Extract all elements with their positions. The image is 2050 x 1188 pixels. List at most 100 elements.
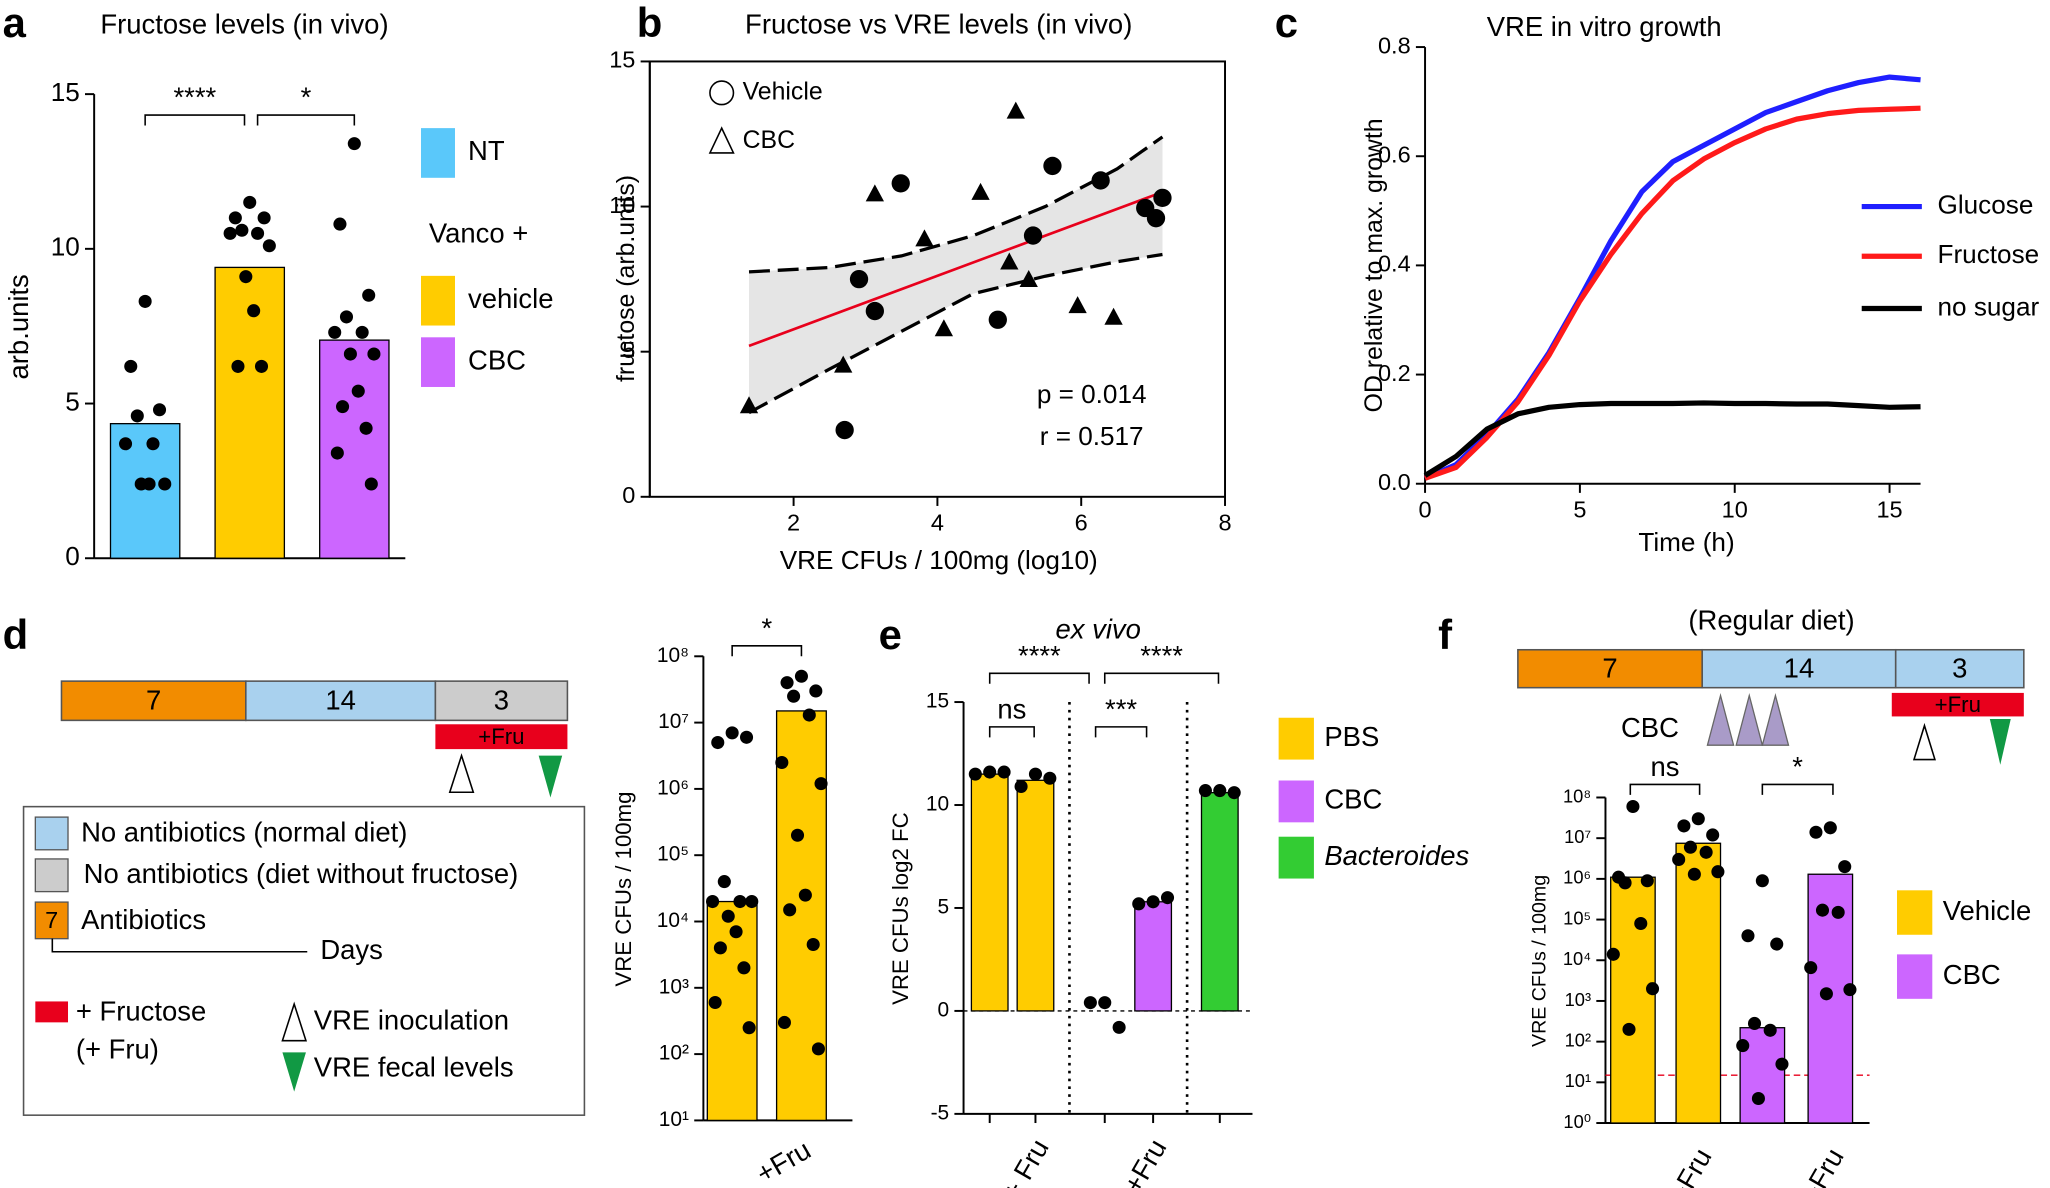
inoculation-marker	[1912, 722, 1936, 761]
data-point	[351, 384, 365, 398]
data-point	[1747, 1016, 1762, 1030]
data-point	[235, 223, 249, 237]
data-point	[1843, 983, 1857, 997]
data-point	[739, 730, 754, 744]
data-point	[1043, 156, 1062, 176]
data-point	[809, 684, 823, 698]
x-tick-label: +Fru	[751, 1134, 816, 1188]
legend-swatch	[1278, 780, 1314, 823]
timeline-label: 7	[1602, 652, 1617, 683]
bar	[319, 339, 390, 559]
data-point	[1132, 897, 1146, 911]
data-point	[1098, 996, 1112, 1010]
x-axis-label: Time (h)	[1638, 527, 1734, 557]
data-point	[794, 669, 808, 683]
legend-swatch	[1897, 890, 1933, 935]
data-point	[130, 409, 144, 423]
x-tick-label: + Fru	[996, 1134, 1055, 1188]
data-point	[775, 755, 789, 770]
data-point	[1706, 828, 1720, 842]
data-point	[1019, 269, 1038, 287]
data-point	[1626, 799, 1640, 814]
data-point	[1815, 903, 1830, 917]
legend-swatch	[420, 337, 455, 387]
data-point	[1146, 209, 1166, 228]
legend-label: NT	[468, 135, 505, 166]
timeline-title: (Regular diet)	[1688, 605, 1854, 636]
data-point	[814, 777, 828, 791]
x-tick-label: 5	[1573, 496, 1586, 522]
x-tick-label: +Fru	[1117, 1134, 1172, 1188]
fructose-bar	[435, 724, 568, 750]
key-label: No antibiotics (diet without fructose)	[84, 858, 519, 889]
y-tick-label: 5	[622, 337, 635, 363]
data-point	[1023, 226, 1043, 245]
fructose-label: +Fru	[1935, 692, 1981, 717]
legend-swatch	[420, 128, 455, 178]
data-point	[247, 304, 261, 318]
legend-label: CBC	[468, 344, 526, 375]
data-point	[142, 477, 156, 491]
data-point	[1755, 874, 1769, 888]
data-point	[1227, 786, 1241, 800]
y-tick-label: 10	[609, 192, 635, 218]
data-point	[328, 325, 342, 339]
data-point	[802, 708, 816, 722]
data-point	[1068, 296, 1087, 314]
x-axis-label: VRE CFUs / 100mg (log10)	[780, 545, 1098, 575]
significance-label: ****	[173, 82, 216, 113]
data-point	[1634, 916, 1648, 931]
key-swatch	[35, 1001, 69, 1023]
inoculation-marker	[448, 753, 475, 794]
data-point	[1153, 188, 1172, 208]
y-tick-label: 0	[622, 482, 635, 508]
key-swatch-label: 7	[45, 907, 58, 933]
x-tick-label: 6	[1075, 509, 1088, 535]
data-point	[1000, 252, 1019, 270]
data-point	[251, 226, 265, 240]
chart-title: VRE in vitro growth	[1487, 11, 1722, 42]
data-point	[152, 403, 167, 417]
data-point	[706, 895, 720, 909]
panel-letter: b	[637, 0, 663, 46]
y-tick-label: 10⁸	[657, 644, 689, 667]
data-point	[806, 937, 820, 952]
data-point	[971, 182, 990, 200]
y-tick-label: 10⁶	[657, 776, 689, 799]
y-tick-label: 0.0	[1378, 469, 1411, 495]
legend-label: Fructose	[1938, 239, 2040, 269]
significance-bracket	[1629, 783, 1701, 795]
y-tick-label: 10³	[659, 975, 689, 998]
key-box	[22, 805, 586, 1116]
data-point	[1763, 1023, 1777, 1037]
data-point	[798, 888, 812, 902]
panel-letter: e	[879, 611, 902, 658]
data-point	[1691, 812, 1705, 826]
fructose-bar	[1891, 692, 2024, 717]
x-tick-label: +Fru	[1794, 1143, 1849, 1188]
y-tick-label: 10¹	[1565, 1070, 1591, 1091]
data-point	[243, 195, 257, 209]
chart-title: Fructose levels (in vivo)	[100, 8, 388, 39]
significance-bracket	[988, 672, 1090, 684]
data-point	[717, 875, 731, 889]
legend-swatch	[1278, 836, 1314, 879]
x-tick-label: 0	[1419, 496, 1432, 522]
y-tick-label: 10⁵	[657, 843, 689, 866]
data-point	[968, 767, 982, 781]
significance-bracket	[1094, 726, 1148, 738]
y-axis-label: fructose (arb.units)	[613, 175, 640, 382]
data-point	[1640, 874, 1654, 888]
data-point	[364, 477, 378, 491]
annotation: p = 0.014	[1037, 379, 1147, 409]
data-point	[118, 437, 133, 451]
data-point	[367, 347, 381, 361]
y-tick-label: 10⁵	[1563, 907, 1591, 928]
y-tick-label: -5	[931, 1101, 950, 1124]
significance-label: ****	[1140, 640, 1183, 671]
x-tick-label: 4	[931, 509, 944, 535]
panel-letter: d	[3, 611, 29, 658]
x-tick-label: 2	[787, 509, 800, 535]
